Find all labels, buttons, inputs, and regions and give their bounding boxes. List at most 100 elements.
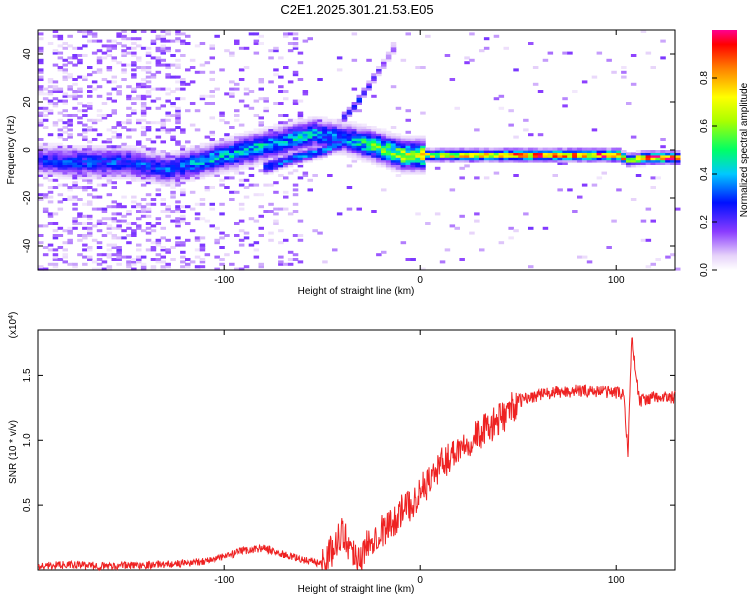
spectrogram-cell [121,255,127,259]
spectrogram-cell [405,138,411,141]
spectrogram-cell [106,243,113,247]
spectrogram-cell [258,97,264,101]
spectrogram-cell [381,154,387,158]
spectrogram-cell [140,111,147,115]
spectrogram-cell [165,157,171,161]
spectrogram-cell [131,73,137,77]
spectrogram-cell [131,97,137,101]
spectrogram-cell [420,111,426,115]
spectrogram-cell [155,162,162,165]
spectrogram-cell [82,157,88,161]
spectrogram-cell [518,152,524,156]
spectrogram-cell [302,174,309,177]
spectrogram-cell [106,171,113,175]
spectrogram-cell [273,169,279,173]
spectrogram-cell [106,80,113,84]
spectrogram-cell [170,174,176,177]
spectrogram-cell [165,154,171,158]
spectrogram-cell [238,178,245,182]
spectrogram-cell [170,114,176,117]
spectrogram-cell [297,138,304,141]
spectrogram-cell [121,174,127,177]
spectrogram-cell [351,138,358,141]
x-tick-label: -100 [214,275,234,286]
spectrogram-cell [469,147,475,151]
spectrogram-cell [145,214,152,218]
spectrogram-cell [474,147,480,151]
spectrogram-cell [366,80,372,84]
spectrogram-cell [180,87,186,91]
spectrogram-cell [366,58,372,62]
spectrogram-cell [395,106,402,110]
spectrogram-cell [175,75,181,79]
spectrogram-cell [47,90,54,93]
spectrogram-cell [557,152,563,156]
spectrogram-cell [287,154,294,158]
spectrogram-cell [82,114,88,117]
spectrogram-cell [87,234,93,237]
spectrogram-cell [567,188,573,192]
spectrogram-cell [180,260,186,264]
spectrogram-cell [635,174,642,177]
spectrogram-cell [420,162,426,165]
spectrogram-cell [136,82,142,86]
spectrogram-cell [317,128,323,132]
spectrogram-cell [385,130,392,134]
spectrogram-cell [150,202,157,206]
spectrogram-cell [415,150,421,153]
spectrogram-cell [219,212,225,216]
spectrogram-cell [189,174,196,177]
spectrogram-cell [72,82,78,86]
spectrogram-cell [415,171,421,175]
spectrogram-cell [87,166,93,170]
spectrogram-cell [140,255,147,259]
spectrogram-cell [140,162,147,165]
spectrogram-cell [292,138,299,141]
spectrogram-cell [96,183,103,187]
spectrogram-cell [150,87,157,91]
spectrogram-cell [449,154,456,158]
spectrogram-cell [234,166,240,170]
spectrogram-cell [199,198,206,201]
spectrogram-cell [361,152,367,156]
spectrogram-cell [170,102,176,105]
spectrogram-cell [106,97,113,101]
spectrogram-cell [562,150,568,153]
spectrogram-cell [229,92,235,96]
spectrogram-cell [376,133,382,137]
spectrogram-cell [390,126,397,129]
spectrogram-cell [577,150,583,153]
spectrogram-cell [145,231,152,235]
spectrogram-cell [327,128,333,132]
spectrogram-cell [508,159,514,163]
spectrogram-cell [371,142,377,146]
spectrogram-cell [52,174,59,177]
spectrogram-cell [106,159,113,163]
spectrogram-cell [126,106,132,110]
spectrogram-cell [145,210,152,213]
spectrogram-cell [655,258,661,261]
spectrogram-cell [361,147,367,151]
spectrogram-cell [273,130,279,134]
spectrogram-cell [194,176,201,180]
spectrogram-y-label: Frequency (Hz) [6,116,17,185]
spectrogram-cell [189,154,196,158]
spectrogram-cell [258,138,264,141]
spectrogram-cell [145,193,152,197]
spectrogram-cell [263,106,269,110]
spectrogram-cell [655,150,661,153]
spectrogram-cell [243,150,250,153]
spectrogram-cell [214,152,220,156]
spectrogram-cell [140,130,147,134]
spectrogram-cell [199,63,206,67]
spectrogram-cell [523,212,529,216]
spectrogram-cell [62,169,68,173]
spectrogram-cell [194,154,201,158]
spectrogram-cell [444,159,451,163]
spectrogram-cell [140,82,147,86]
spectrogram-cell [126,94,132,98]
spectrogram-cell [140,214,147,218]
spectrogram-cell [42,114,49,117]
spectrogram-cell [155,193,162,197]
spectrogram-cell [160,265,166,269]
